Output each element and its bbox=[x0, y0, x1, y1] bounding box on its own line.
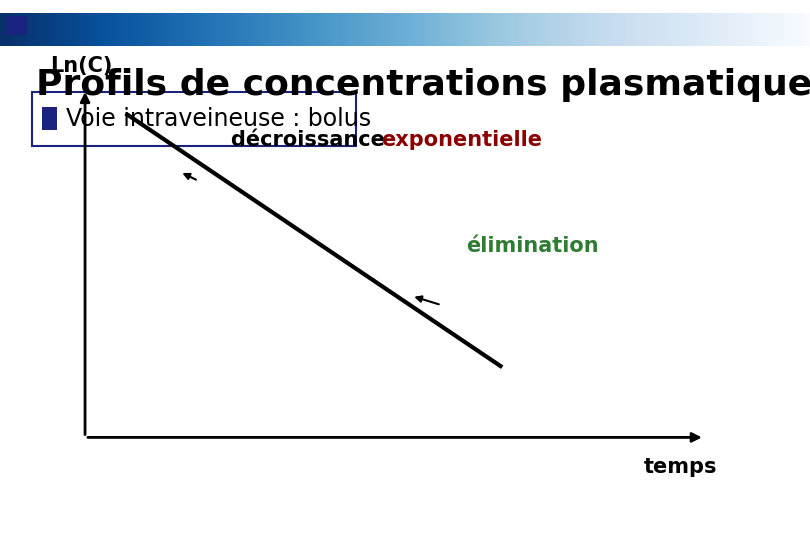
Text: décroissance: décroissance bbox=[231, 130, 392, 151]
Text: exponentielle: exponentielle bbox=[381, 130, 542, 151]
Text: Profils de concentrations plasmatiques: Profils de concentrations plasmatiques bbox=[36, 68, 810, 102]
FancyBboxPatch shape bbox=[6, 16, 27, 35]
Text: Ln(C): Ln(C) bbox=[49, 56, 113, 76]
FancyBboxPatch shape bbox=[32, 92, 356, 146]
Text: élimination: élimination bbox=[466, 235, 599, 256]
Text: Voie intraveineuse : bolus: Voie intraveineuse : bolus bbox=[66, 107, 372, 131]
Text: temps: temps bbox=[644, 457, 717, 477]
FancyBboxPatch shape bbox=[42, 107, 57, 130]
